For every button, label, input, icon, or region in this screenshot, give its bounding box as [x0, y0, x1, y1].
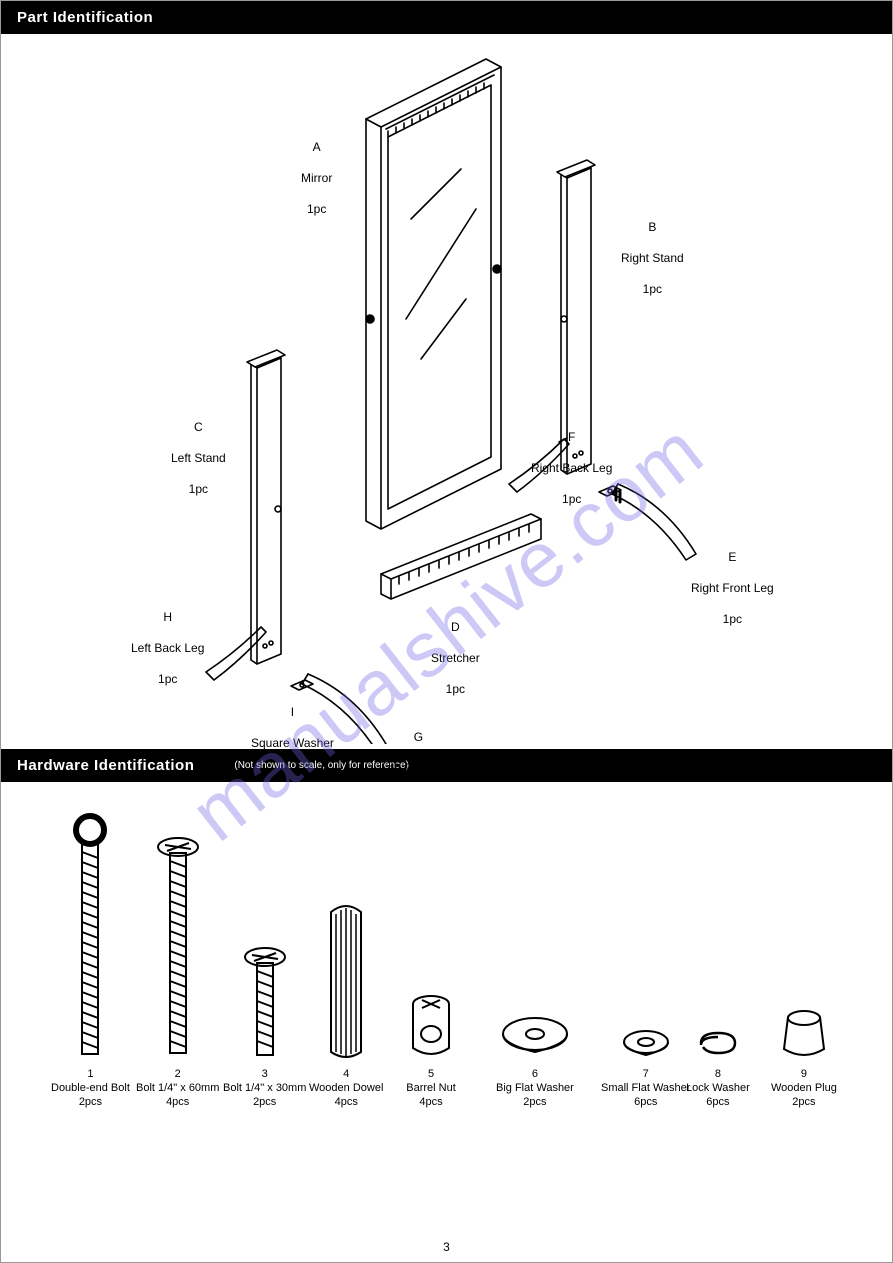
hw-3: 3 Bolt 1/4" x 30mm 2pcs [223, 947, 306, 1109]
label-I: I Square Washer 2pcs [251, 689, 334, 783]
label-H: H Left Back Leg 1pc [131, 594, 204, 688]
hardware-header-text: Hardware Identification [17, 757, 194, 774]
label-E: E Right Front Leg 1pc [691, 534, 774, 628]
hardware-panel: 1 Double-end Bolt 2pcs 2 Bolt 1/4" x 60m… [1, 782, 892, 1202]
label-A: A Mirror 1pc [301, 124, 332, 218]
hw-4: 4 Wooden Dowel 4pcs [309, 902, 383, 1109]
double-end-bolt-icon [65, 812, 115, 1062]
parts-header: Part Identification [1, 1, 892, 34]
label-C: C Left Stand 1pc [171, 404, 226, 498]
hw-7: 7 Small Flat Washer 6pcs [601, 1027, 690, 1109]
hw-2: 2 Bolt 1/4" x 60mm 4pcs [136, 837, 219, 1109]
hw-5: 5 Barrel Nut 4pcs [406, 994, 456, 1109]
wooden-plug-icon [776, 1007, 832, 1062]
label-B: B Right Stand 1pc [621, 204, 684, 298]
parts-header-text: Part Identification [17, 9, 153, 26]
barrel-nut-icon [406, 994, 456, 1062]
hw-8: 8 Lock Washer 6pcs [686, 1027, 750, 1109]
hw-6: 6 Big Flat Washer 2pcs [496, 1012, 574, 1109]
bolt-60-icon [155, 837, 201, 1062]
parts-panel: A Mirror 1pc B Right Stand 1pc C Left St… [1, 34, 892, 749]
wooden-dowel-icon [321, 902, 371, 1062]
small-washer-icon [621, 1027, 671, 1062]
bolt-30-icon [242, 947, 288, 1062]
lock-washer-icon [695, 1027, 741, 1062]
hw-9: 9 Wooden Plug 2pcs [771, 1007, 837, 1109]
label-D: D Stretcher 1pc [431, 604, 480, 698]
hw-1: 1 Double-end Bolt 2pcs [51, 812, 130, 1109]
page-number: 3 [1, 1240, 892, 1254]
big-washer-icon [500, 1012, 570, 1062]
label-F: F Right Back Leg 1pc [531, 414, 612, 508]
page-container: Part Identification [0, 0, 893, 1263]
